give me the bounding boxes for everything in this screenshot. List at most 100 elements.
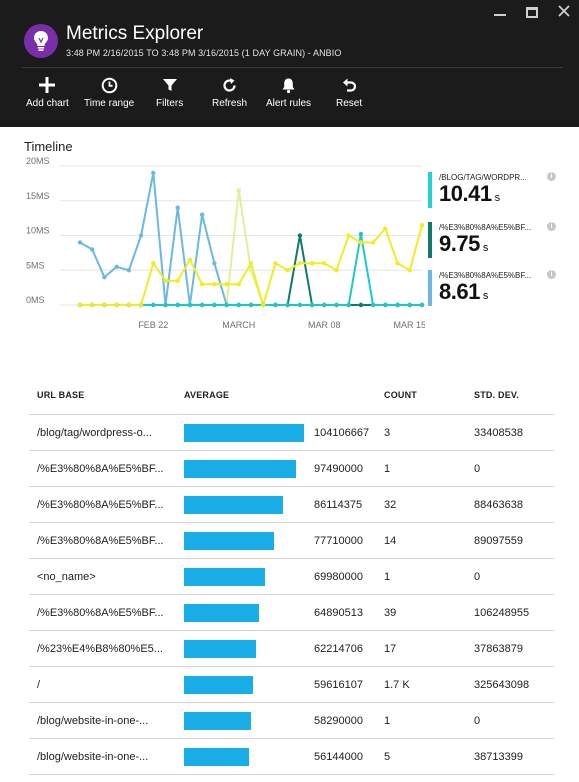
data-point <box>395 302 400 308</box>
average-value-cell: 86114375 <box>314 499 363 511</box>
info-icon[interactable]: i <box>547 270 556 279</box>
data-point <box>224 281 229 287</box>
close-button[interactable] <box>557 4 571 18</box>
x-tick-label: MAR 15 <box>394 320 425 330</box>
minimize-button[interactable] <box>493 4 507 18</box>
average-bar <box>184 496 284 514</box>
data-point <box>236 188 241 193</box>
x-tick-label: FEB 22 <box>138 320 168 330</box>
std-dev-cell: 37863879 <box>474 643 523 655</box>
legend-series-name: /%E3%80%8A%E5%BF... <box>439 223 532 232</box>
timeline-title: Timeline <box>24 139 73 154</box>
legend-value-unit: s <box>482 290 489 302</box>
count-cell: 1 <box>384 715 391 727</box>
average-value-cell: 59616107 <box>314 679 363 691</box>
data-point <box>102 275 107 280</box>
url-cell: /blog/website-in-one-... <box>37 751 149 763</box>
legend-value: 10.41 s <box>439 181 500 207</box>
filters-button[interactable]: Filters <box>156 75 183 115</box>
data-point <box>285 302 290 308</box>
std-dev-cell: 325643098 <box>474 679 530 691</box>
minimize-icon <box>494 14 506 16</box>
count-cell: 1.7 K <box>384 679 410 691</box>
average-value-cell: 77710000 <box>314 535 363 547</box>
legend-item[interactable]: /BLOG/TAG/WORDPR... 10.41 s i <box>428 172 556 212</box>
legend-item[interactable]: /%E3%80%8A%E5%BF... 8.61 s i <box>428 270 556 310</box>
average-bar <box>184 712 252 730</box>
table-row[interactable]: /blog/website-in-one-... 56144000 5 3871339… <box>29 739 554 775</box>
refresh-button[interactable]: Refresh <box>212 75 247 115</box>
table-row[interactable]: /%23%E4%B8%80%E5... 62214706 17 37863879 <box>29 631 554 667</box>
data-point <box>297 261 303 266</box>
data-point <box>114 302 119 308</box>
data-point <box>236 281 241 287</box>
data-point <box>163 302 168 308</box>
table-row[interactable]: /blog/website-in-one-... 58290000 1 0 <box>29 703 554 739</box>
data-point <box>383 226 388 231</box>
data-point <box>346 233 351 238</box>
data-point <box>309 302 315 308</box>
legend-item[interactable]: /%E3%80%8A%E5%BF... 9.75 s i <box>428 222 556 262</box>
y-tick-label: 10MS <box>26 226 50 236</box>
timeline-chart[interactable]: 20MS 15MS 10MS 5MS 0MS FEB 22 MARCH MAR 08 MAR 1… <box>20 156 425 336</box>
legend-color-swatch <box>428 172 432 208</box>
data-point <box>199 212 205 217</box>
time-range-button[interactable]: Time range <box>84 75 134 115</box>
data-point <box>334 302 339 308</box>
table-row[interactable]: /%E3%80%8A%E5%BF... 64890513 39 106248955 <box>29 595 554 631</box>
reset-label: Reset <box>336 98 363 109</box>
data-point <box>358 240 364 245</box>
legend-value-number: 8.61 <box>439 279 480 304</box>
data-point <box>199 302 205 308</box>
data-point <box>151 170 156 176</box>
table-row[interactable]: /%E3%80%8A%E5%BF... 77710000 14 89097559 <box>29 523 554 559</box>
data-point <box>334 268 339 273</box>
data-point <box>90 247 95 252</box>
std-dev-cell: 0 <box>474 715 481 727</box>
alert-rules-button[interactable]: Alert rules <box>266 75 311 115</box>
table-row[interactable]: /%E3%80%8A%E5%BF... 97490000 1 0 <box>29 451 554 487</box>
clock-icon <box>101 77 117 93</box>
blade-header: Metrics Explorer 3:48 PM 2/16/2015 TO 3:… <box>0 0 579 127</box>
data-point <box>358 302 364 308</box>
legend-series-name: /BLOG/TAG/WORDPR... <box>439 173 527 182</box>
legend-value-unit: s <box>482 242 489 254</box>
header-url-base[interactable]: URL BASE <box>37 390 85 400</box>
average-value-cell: 58290000 <box>314 715 363 727</box>
lightbulb-icon <box>24 24 58 58</box>
info-icon[interactable]: i <box>547 222 556 231</box>
std-dev-cell: 0 <box>474 463 481 475</box>
timeline-chart-svg: 20MS 15MS 10MS 5MS 0MS FEB 22 MARCH MAR 08 MAR 1… <box>26 156 425 330</box>
table-row[interactable]: <no_name> 69980000 1 0 <box>29 559 554 595</box>
data-point <box>273 302 278 308</box>
legend-value-unit: s <box>494 192 501 204</box>
count-cell: 5 <box>384 751 391 763</box>
reset-button[interactable]: Reset <box>336 75 362 115</box>
add-chart-button[interactable]: Add chart <box>26 75 69 115</box>
maximize-button[interactable] <box>525 4 539 18</box>
info-icon[interactable]: i <box>547 172 556 181</box>
std-dev-cell: 38713399 <box>474 751 523 763</box>
table-row[interactable]: /%E3%80%8A%E5%BF... 86114375 32 88463638 <box>29 487 554 523</box>
data-point <box>236 302 241 308</box>
time-range-subtitle: 3:48 PM 2/16/2015 TO 3:48 PM 3/16/2015 (… <box>66 48 342 58</box>
data-point <box>187 302 193 308</box>
header-average[interactable]: AVERAGE <box>184 390 230 400</box>
data-point <box>212 302 217 308</box>
table-row[interactable]: /blog/tag/wordpress-o... 104106667 3 334085… <box>29 415 554 451</box>
average-bar <box>184 604 259 622</box>
window-controls <box>493 4 571 18</box>
data-point <box>187 257 193 263</box>
grid-header: URL BASE AVERAGE COUNT STD. DEV. <box>29 378 554 415</box>
legend-value: 9.75 s <box>439 231 488 257</box>
average-bar <box>184 460 297 478</box>
header-count[interactable]: COUNT <box>384 390 417 400</box>
data-point <box>407 268 412 273</box>
data-point <box>322 302 327 308</box>
count-cell: 32 <box>384 499 397 511</box>
table-row[interactable]: / 59616107 1.7 K 325643098 <box>29 667 554 703</box>
header-divider <box>22 67 563 68</box>
data-point <box>395 261 400 266</box>
grid-body: /blog/tag/wordpress-o... 104106667 3 334085… <box>29 415 554 775</box>
header-std-dev[interactable]: STD. DEV. <box>474 390 519 400</box>
